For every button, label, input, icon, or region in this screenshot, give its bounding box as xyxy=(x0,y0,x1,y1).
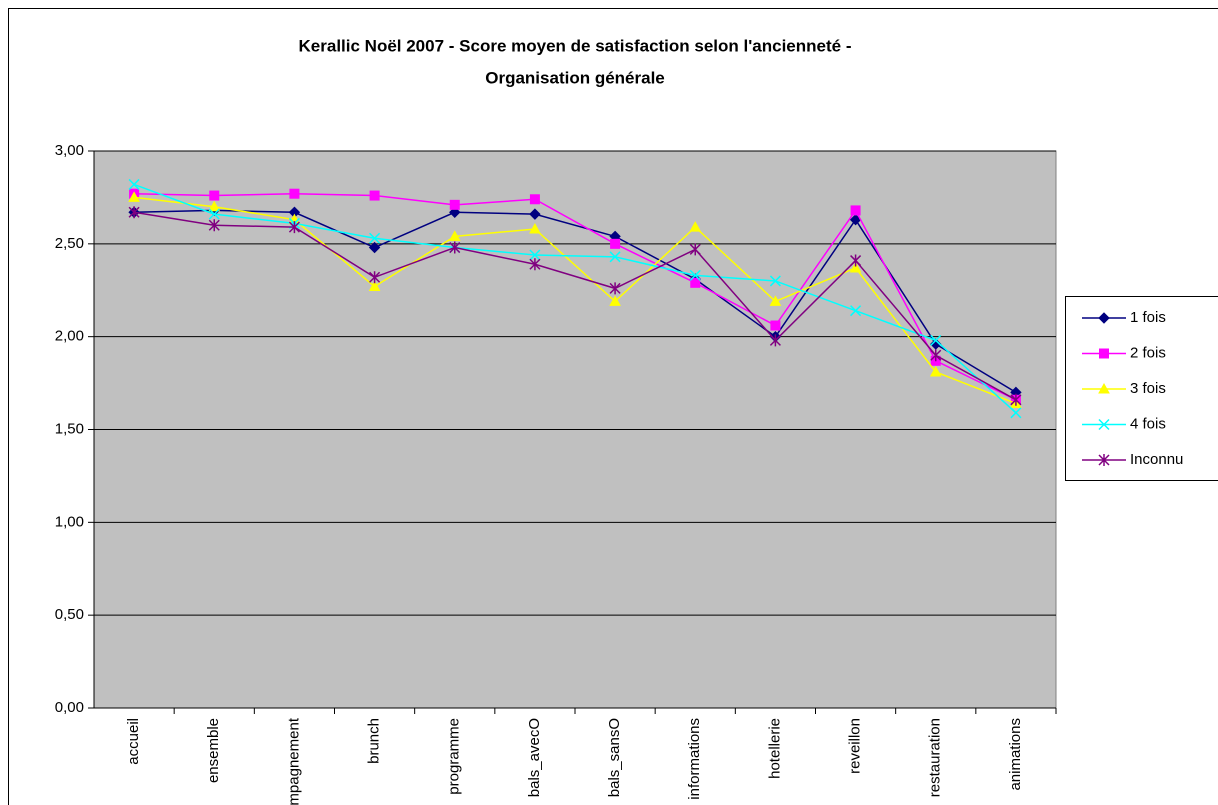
marker xyxy=(208,219,220,232)
marker xyxy=(368,241,381,254)
marker xyxy=(930,349,942,362)
marker xyxy=(529,249,541,261)
series-line xyxy=(133,196,1017,405)
y-tick-label: 0,50 xyxy=(55,606,84,623)
y-tick-label: 3,00 xyxy=(55,142,84,159)
marker xyxy=(529,222,541,234)
x-tick-label: brunch xyxy=(366,718,383,764)
y-tick-label: 1,00 xyxy=(55,513,84,530)
legend-label: 2 fois xyxy=(1130,344,1166,361)
marker xyxy=(609,282,621,295)
marker xyxy=(850,205,861,216)
marker xyxy=(609,251,621,263)
marker xyxy=(929,365,942,377)
marker xyxy=(128,191,140,202)
marker xyxy=(209,190,220,201)
series-line xyxy=(133,211,1017,401)
y-tick-label: 0,00 xyxy=(55,699,84,716)
marker xyxy=(529,258,541,271)
marker xyxy=(1010,407,1022,419)
legend-marker xyxy=(1098,418,1110,431)
series-line xyxy=(133,183,1017,414)
marker xyxy=(369,232,381,244)
marker xyxy=(930,334,942,346)
marker xyxy=(449,199,460,210)
chart-title: Kerallic Noël 2007 - Score moyen de sati… xyxy=(299,36,852,55)
legend-label: 1 fois xyxy=(1130,309,1166,326)
x-tick-label: informations xyxy=(686,718,703,800)
marker xyxy=(769,334,781,347)
marker xyxy=(610,238,621,249)
marker xyxy=(529,208,541,220)
marker xyxy=(850,254,862,267)
marker xyxy=(1010,393,1022,406)
marker xyxy=(289,188,300,199)
legend-marker xyxy=(1098,312,1110,324)
marker xyxy=(368,280,381,292)
series-line xyxy=(134,209,1017,394)
marker xyxy=(128,206,140,219)
legend-label: 3 fois xyxy=(1130,380,1166,397)
legend-marker xyxy=(1099,348,1109,359)
marker xyxy=(689,221,702,232)
x-tick-label: programme xyxy=(446,718,463,795)
legend-label: Inconnu xyxy=(1130,451,1183,468)
x-tick-label: accompagnement xyxy=(285,717,302,805)
x-tick-label: accueil xyxy=(125,718,142,765)
marker xyxy=(448,230,461,241)
legend-label: 4 fois xyxy=(1130,415,1166,432)
marker xyxy=(369,190,380,201)
marker xyxy=(529,194,540,205)
marker xyxy=(288,221,300,234)
marker xyxy=(769,275,781,287)
y-tick-label: 2,00 xyxy=(55,328,84,345)
legend: 1 fois 2 fois 3 fois 4 fois Inconnu xyxy=(1065,296,1218,481)
marker xyxy=(609,295,621,306)
marker xyxy=(369,271,381,284)
x-tick-label: restauration xyxy=(927,718,944,797)
chart-title: Organisation générale xyxy=(485,68,665,87)
x-tick-label: ensemble xyxy=(205,718,222,783)
marker xyxy=(689,243,701,256)
marker xyxy=(208,208,220,220)
series-line xyxy=(134,192,1017,401)
x-tick-label: hotellerie xyxy=(766,718,783,779)
legend-marker xyxy=(1098,454,1110,466)
marker xyxy=(690,277,701,288)
marker xyxy=(770,320,781,331)
marker xyxy=(128,178,140,190)
x-tick-label: bals_avecO xyxy=(526,718,543,797)
marker xyxy=(849,261,862,273)
marker xyxy=(769,295,782,306)
x-tick-label: reveillon xyxy=(847,718,864,774)
y-tick-label: 1,50 xyxy=(55,420,84,437)
marker xyxy=(208,200,221,212)
x-tick-label: bals_sansO xyxy=(606,718,623,797)
legend-marker xyxy=(1098,382,1110,394)
marker xyxy=(850,305,862,317)
y-tick-label: 2,50 xyxy=(55,235,84,252)
marker xyxy=(689,269,701,281)
x-tick-label: animations xyxy=(1007,718,1024,791)
marker xyxy=(449,241,461,254)
